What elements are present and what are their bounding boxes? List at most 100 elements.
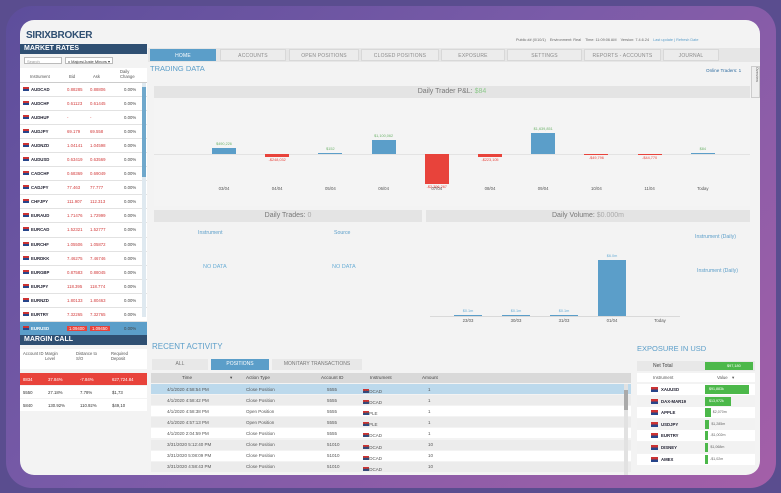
activity-row[interactable]: 4/1/2020 4:58:38 PM Open Position 5555 APPL…	[151, 406, 631, 417]
activity-row[interactable]: 4/1/2020 4:58:54 PM Close Position 5555 AUD…	[151, 384, 631, 394]
market-rate-row[interactable]: AUDCHF 0.61123 0.61445 0.00%	[20, 97, 147, 112]
side-tab[interactable]: Overview	[751, 66, 760, 98]
col-amount[interactable]: Amount	[422, 375, 438, 380]
pnl-bar[interactable]	[478, 154, 502, 157]
activity-row[interactable]: 4/1/2020 2:04:59 PM Close Position 5555 AUD…	[151, 428, 631, 439]
pnl-bar[interactable]	[424, 154, 449, 184]
activity-row[interactable]: 4/1/2020 4:58:42 PM Close Position 5555 AUD…	[151, 395, 631, 406]
exposure-row[interactable]: DISNEY $1,068m	[637, 442, 755, 453]
exposure-row[interactable]: DAX-MAR19 $13,972k	[637, 395, 755, 407]
volume-x-tick: 23/03	[462, 318, 474, 323]
nav-tab-accounts[interactable]: ACCOUNTS	[220, 49, 286, 61]
volume-bar[interactable]	[598, 260, 626, 316]
scroll-thumb[interactable]	[142, 87, 146, 177]
pnl-bar[interactable]	[371, 139, 396, 154]
market-rate-row[interactable]: EURAUD 1.71476 1.72999 0.00%	[20, 209, 147, 224]
activity-instrument: APPLE	[363, 422, 378, 428]
market-rate-row[interactable]: CHFJPY 111.907 112.313 0.00%	[20, 195, 147, 210]
scroll-thumb[interactable]	[624, 390, 628, 410]
exposure-row[interactable]: AMEX -$1,02m	[637, 453, 755, 465]
activity-row[interactable]: 3/31/2020 5:12:40 PM Close Position 51010 U…	[151, 439, 631, 450]
nav-tab-settings[interactable]: SETTINGS	[507, 49, 582, 61]
activity-row[interactable]: 3/31/2020 5:08:09 PM Close Position 51010 U…	[151, 450, 631, 461]
market-rate-row[interactable]: CADCHF 0.68369 0.69049 0.00%	[20, 167, 147, 182]
pnl-bar[interactable]	[265, 154, 290, 158]
market-rate-row[interactable]: EURNZD 1.80133 1.80463 0.00%	[20, 293, 147, 308]
activity-row[interactable]: 4/1/2020 4:57:13 PM Open Position 5555 APPL…	[151, 417, 631, 428]
recent-activity-scrollbar[interactable]	[624, 384, 628, 475]
exposure-row[interactable]: APPLE $2,070m	[637, 407, 755, 419]
col-required-deposit[interactable]: Required Deposit	[111, 351, 128, 361]
volume-bar[interactable]	[454, 315, 482, 316]
pnl-bar[interactable]	[531, 132, 556, 154]
market-rate-row[interactable]: AUDCAD 0.88285 0.88806 0.00%	[20, 83, 147, 98]
rate-bid: 77.463	[67, 185, 81, 191]
col-action-type[interactable]: Action Type	[246, 375, 270, 380]
market-rate-row[interactable]: CADJPY 77.463 77.777 0.00%	[20, 181, 147, 196]
pnl-bar-label: $1,639,851	[533, 126, 553, 131]
market-rate-row[interactable]: AUDUSD 0.63419 0.63569 0.00%	[20, 153, 147, 168]
market-rate-row[interactable]: EURCHF 1.05506 1.05872 0.00%	[20, 237, 147, 252]
tab-positions[interactable]: POSITIONS	[211, 359, 269, 370]
tab-monitary-transactions[interactable]: MONITARY TRANSACTIONS	[272, 359, 362, 370]
margin-call-row[interactable]: 5550 27.18% 7.78% $1,73	[20, 386, 147, 398]
market-rate-row[interactable]: EURCAD 1.52321 1.52777 0.00%	[20, 223, 147, 238]
pnl-bar[interactable]	[637, 154, 662, 155]
rate-bid: -	[67, 115, 69, 121]
pnl-bar[interactable]	[690, 153, 715, 154]
market-rate-row[interactable]: EURDKK 7.46275 7.46746 0.00%	[20, 251, 147, 266]
rate-symbol: EURAUD	[31, 213, 50, 219]
nav-tab-exposure[interactable]: EXPOSURE	[441, 49, 505, 61]
market-rates-scrollbar[interactable]	[142, 83, 146, 317]
margin-required-deposit: $1,73	[112, 390, 123, 395]
exposure-row[interactable]: USDJPY $1,285m	[637, 418, 755, 430]
market-rate-row[interactable]: AUDJPY 69.179 69.558 0.00%	[20, 125, 147, 140]
rate-ask: 1.72999	[90, 213, 106, 219]
nav-tab-journal[interactable]: JOURNAL	[663, 49, 719, 61]
pnl-bar[interactable]	[318, 153, 343, 154]
col-ask[interactable]: Ask	[93, 74, 100, 79]
col-value[interactable]: Value	[717, 375, 728, 380]
volume-bar[interactable]	[502, 315, 530, 316]
market-rate-row[interactable]: EURJPY 118.395 118.774 0.00%	[20, 279, 147, 294]
col-time[interactable]: Time	[182, 375, 193, 380]
exposure-row[interactable]: EURTRY -$1,002m	[637, 430, 755, 442]
col-instrument[interactable]: Instrument	[370, 375, 392, 380]
pnl-bar[interactable]	[212, 147, 236, 154]
pnl-bar[interactable]	[584, 154, 609, 155]
nav-tab-home[interactable]: HOME	[150, 49, 216, 61]
market-rates-search-input[interactable]: Search	[24, 57, 62, 64]
market-rate-row[interactable]: EURGBP 0.87583 0.88045 0.00%	[20, 265, 147, 280]
daily-trades-header: Daily Trades: 0	[154, 210, 422, 222]
margin-call-row[interactable]: 8834 37.84% -7.84% 627,724.84	[20, 373, 147, 385]
top-info-bar: Public ## (0/10/1) Environment: Real Tim…	[516, 38, 760, 44]
tab-all[interactable]: ALL	[152, 359, 208, 370]
market-rate-row[interactable]: AUDHUF - - 0.00%	[20, 111, 147, 126]
activity-row[interactable]: 3/31/2020 4:58:43 PM Close Position 51010 U…	[151, 461, 631, 472]
nav-tab-open-positions[interactable]: OPEN POSITIONS	[289, 49, 359, 61]
col-instrument[interactable]: Instrument	[30, 74, 50, 79]
col-bid[interactable]: Bid	[69, 74, 76, 79]
nav-tab-closed-positions[interactable]: CLOSED POSITIONS	[361, 49, 439, 61]
col-account-id[interactable]: Account ID	[23, 351, 44, 356]
market-rate-row[interactable]: EURTRY 7.32265 7.32765 0.00%	[20, 307, 147, 322]
activity-amount: 1	[428, 419, 431, 425]
activity-time: 4/1/2020 4:57:13 PM	[167, 419, 209, 425]
exposure-row[interactable]: XAUUSD $91,883k	[637, 384, 755, 395]
col-instrument[interactable]: Instrument	[653, 375, 674, 380]
market-rates-group-select[interactable]: x Majors/Juste Minors ▾	[65, 57, 113, 64]
market-rate-row[interactable]: EURUSD 1.09400 1.09450 0.00%	[20, 321, 147, 336]
market-rate-row[interactable]: AUDNZD 1.04141 1.04598 0.00%	[20, 139, 147, 154]
col-account-id[interactable]: Account ID	[321, 375, 344, 380]
rate-ask: 1.09450	[90, 325, 110, 331]
col-margin-level[interactable]: Margin Level	[45, 351, 58, 361]
margin-call-row[interactable]: 5840 130.92% 110.92% $49,10	[20, 399, 147, 411]
col-daily-change[interactable]: Daily Change	[120, 69, 135, 79]
volume-bar[interactable]	[550, 315, 578, 316]
col-distance[interactable]: Distance to S/O	[76, 351, 97, 361]
online-traders-link[interactable]: Online Traders: 1	[706, 68, 742, 73]
nav-tab-reports-accounts[interactable]: REPORTS - ACCOUNTS	[584, 49, 661, 61]
sort-icon[interactable]: ▾	[732, 375, 735, 380]
sort-icon[interactable]: ▾	[230, 375, 233, 380]
top-info-refresh-link[interactable]: Last update | Refresh Date	[653, 38, 699, 42]
